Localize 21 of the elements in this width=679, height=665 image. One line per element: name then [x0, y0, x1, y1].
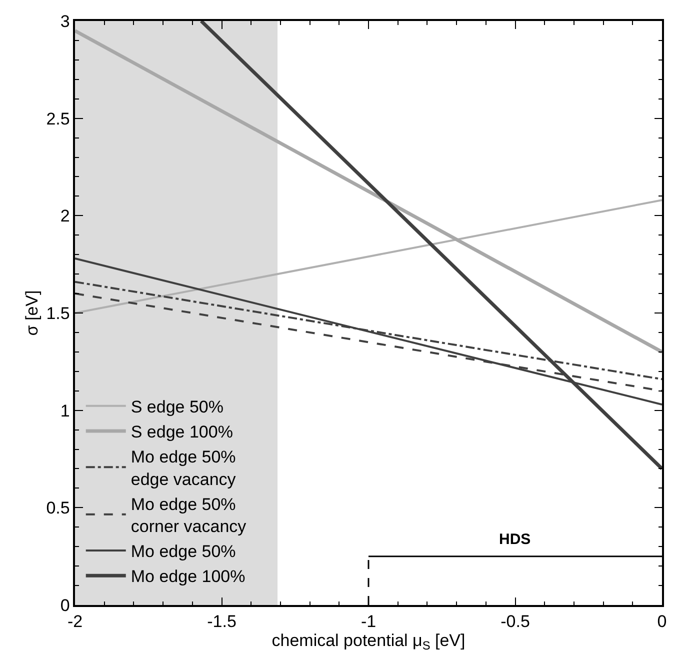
y-tick-label: 1.5: [46, 304, 70, 323]
y-axis-title: σ [eV]: [22, 290, 42, 336]
legend-label: Mo edge 100%: [130, 567, 246, 586]
x-tick-label: -1.5: [207, 612, 236, 632]
y-tick-label: 0.5: [46, 498, 70, 518]
legend-label: Mo edge 50% corner vacancy: [130, 494, 247, 536]
x-tick-label: -0.5: [500, 612, 530, 632]
x-tick-label: -2: [67, 612, 83, 632]
y-tick-label: 2.5: [46, 109, 70, 128]
y-tick-label: 0: [60, 596, 70, 615]
y-tick-label: 2: [60, 206, 70, 226]
x-axis-title: chemical potential μ$_{S}$ [eV]: [272, 631, 466, 653]
y-tick-label: 1: [60, 401, 70, 420]
x-tick-label: -1: [360, 612, 376, 632]
y-tick-label: 3: [60, 12, 70, 31]
legend-label: Mo edge 50%: [130, 542, 236, 562]
legend-label: S edge 100%: [130, 422, 233, 442]
legend-label: Mo edge 50% edge vacancy: [130, 448, 236, 489]
legend-label: S edge 50%: [130, 398, 224, 416]
x-tick-label: 0: [657, 612, 667, 632]
ref-line-label: HDS: [499, 531, 531, 548]
